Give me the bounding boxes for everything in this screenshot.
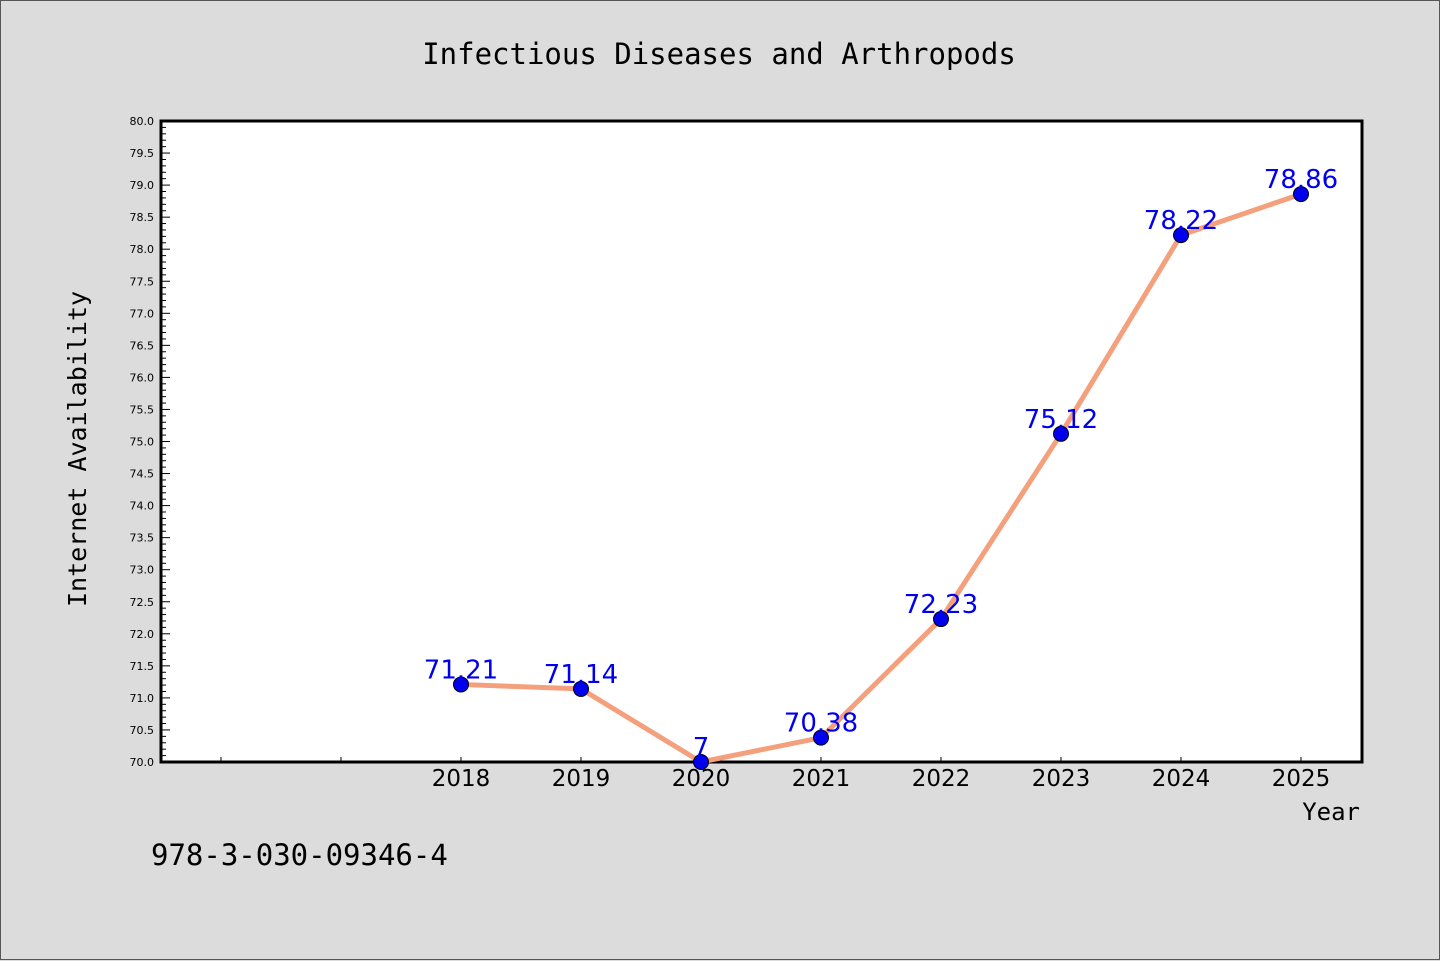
- x-tick-label: 2024: [1152, 766, 1211, 792]
- x-tick-label: 2020: [672, 766, 731, 792]
- data-label: 78.86: [1264, 165, 1338, 195]
- data-point: [1173, 227, 1189, 244]
- data-label: 70.38: [784, 709, 858, 739]
- data-point: [933, 611, 949, 628]
- y-tick-label: 80.0: [130, 115, 155, 128]
- y-tick-label: 79.5: [130, 147, 155, 160]
- data-label: 71.21: [424, 655, 498, 685]
- y-axis: 70.0 70.5 71.0 71.5 72.0 72.5 73.0 73.5 74.0 74.5…: [130, 115, 170, 769]
- plot-area: [159, 119, 1364, 764]
- y-tick-label: 75.5: [130, 403, 155, 416]
- y-tick-label: 78.0: [130, 243, 155, 256]
- data-point: [1053, 425, 1069, 442]
- x-axis: 2018 2019 2020 2021 2022 2023 2024 2025: [220, 757, 1331, 792]
- y-axis-label: Internet Availability: [63, 291, 92, 607]
- data-point: [573, 680, 589, 697]
- y-tick-label: 71.0: [130, 692, 155, 705]
- data-label: 72.23: [904, 590, 978, 620]
- x-tick-label: 2023: [1032, 766, 1091, 792]
- y-tick-label: 72.0: [130, 628, 155, 641]
- y-tick-label: 77.5: [130, 275, 155, 288]
- y-tick-label: 73.0: [130, 564, 155, 577]
- y-tick-label: 70.0: [130, 756, 155, 769]
- data-point: [1293, 186, 1309, 203]
- data-point: [453, 676, 469, 693]
- x-tick-label: 2025: [1272, 766, 1331, 792]
- y-tick-label: 74.0: [130, 500, 155, 513]
- x-tick-label: 2018: [432, 766, 491, 792]
- data-label: 78.22: [1144, 206, 1218, 236]
- y-tick-label: 71.5: [130, 660, 155, 673]
- y-tick-label: 73.5: [130, 532, 155, 545]
- data-label: 7: [693, 733, 710, 763]
- y-tick-label: 74.5: [130, 468, 155, 481]
- y-tick-label: 70.5: [130, 724, 155, 737]
- x-tick-label: 2021: [792, 766, 851, 792]
- y-tick-label: 76.0: [130, 371, 155, 384]
- data-point: [813, 729, 829, 746]
- footer-isbn: 978-3-030-09346-4: [151, 838, 448, 872]
- series-layer: 71.21 71.14 7 70.38 72.23 75.12 78.22 78.86: [424, 165, 1338, 770]
- y-tick-label: 77.0: [130, 307, 155, 320]
- x-axis-label: Year: [1302, 798, 1360, 826]
- y-tick-label: 72.5: [130, 596, 155, 609]
- chart-title: Infectious Diseases and Arthropods: [422, 37, 1016, 71]
- y-tick-label: 78.5: [130, 211, 155, 224]
- data-label: 75.12: [1024, 405, 1098, 435]
- y-tick-label: 75.0: [130, 436, 155, 449]
- data-label: 71.14: [544, 660, 618, 690]
- x-tick-label: 2022: [912, 766, 971, 792]
- y-tick-label: 79.0: [130, 179, 155, 192]
- data-point: [693, 754, 709, 770]
- y-tick-label: 76.5: [130, 339, 155, 352]
- series-line: [458, 191, 1304, 765]
- x-tick-label: 2019: [552, 766, 611, 792]
